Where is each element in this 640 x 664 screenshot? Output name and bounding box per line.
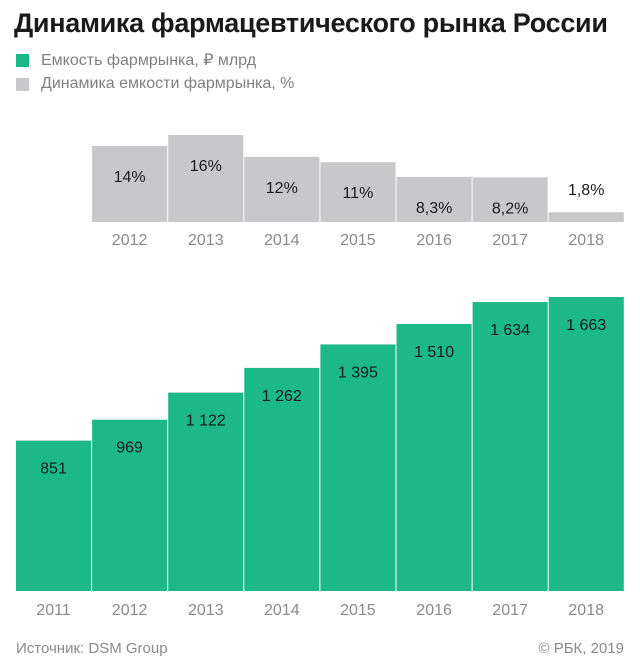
market-size-value-label: 969: [116, 440, 143, 457]
market-size-year-label: 2012: [112, 602, 148, 619]
source-note: Источник: DSM Group: [16, 640, 168, 657]
growth-year-label: 2015: [340, 232, 376, 249]
market-size-value-label: 851: [40, 461, 67, 478]
growth-year-label: 2016: [416, 232, 452, 249]
growth-bar: [472, 177, 548, 222]
growth-year-label: 2018: [568, 232, 604, 249]
market-size-bar: [472, 302, 548, 591]
legend-item-growth: Динамика емкости фармрынка, %: [16, 72, 294, 96]
growth-value-label: 14%: [114, 169, 146, 186]
legend: Емкость фармрынка, ₽ млрд Динамика емкос…: [16, 48, 294, 96]
market-size-value-label: 1 262: [262, 388, 302, 405]
growth-value-label: 8,3%: [416, 200, 452, 217]
legend-swatch-green: [16, 53, 29, 67]
market-size-year-label: 2013: [188, 602, 224, 619]
market-size-year-label: 2011: [36, 602, 71, 619]
growth-value-label: 11%: [342, 185, 373, 202]
market-size-bar: [92, 419, 168, 591]
legend-label-growth: Динамика емкости фармрынка, %: [41, 75, 295, 92]
credit-note: © РБК, 2019: [538, 640, 624, 657]
growth-year-label: 2017: [492, 232, 528, 249]
growth-value-label: 8,2%: [492, 200, 528, 217]
market-size-value-label: 1 634: [490, 322, 530, 339]
growth-bar: [396, 176, 472, 222]
market-size-bar: [320, 344, 396, 591]
legend-swatch-gray: [16, 77, 29, 91]
growth-bar: [168, 135, 244, 222]
market-size-value-label: 1 395: [338, 364, 378, 381]
growth-year-label: 2014: [264, 232, 300, 249]
market-size-bar: [16, 440, 92, 591]
market-size-value-label: 1 510: [414, 344, 454, 361]
growth-value-label: 16%: [190, 158, 222, 175]
growth-bar: [320, 162, 396, 222]
market-size-bar: [168, 392, 244, 591]
legend-label-market-size: Емкость фармрынка, ₽ млрд: [41, 52, 257, 69]
market-size-value-label: 1 663: [566, 317, 606, 334]
growth-bar: [92, 145, 168, 222]
growth-bar: [548, 212, 624, 222]
growth-year-label: 2013: [188, 232, 224, 249]
growth-value-label: 12%: [266, 180, 298, 197]
market-size-bar: [244, 367, 320, 591]
growth-year-label: 2012: [112, 232, 148, 249]
market-size-year-label: 2016: [416, 602, 452, 619]
market-size-bar: [548, 297, 624, 591]
chart-title: Динамика фармацевтического рынка России: [14, 8, 608, 38]
market-size-year-label: 2015: [340, 602, 376, 619]
market-size-year-label: 2014: [264, 602, 300, 619]
market-size-bar: [396, 324, 472, 591]
legend-item-market-size: Емкость фармрынка, ₽ млрд: [16, 48, 294, 72]
market-size-year-label: 2017: [492, 602, 528, 619]
growth-bar: [244, 156, 320, 223]
market-size-year-label: 2018: [568, 602, 604, 619]
growth-value-label: 1,8%: [568, 182, 604, 199]
market-size-value-label: 1 122: [186, 413, 226, 430]
